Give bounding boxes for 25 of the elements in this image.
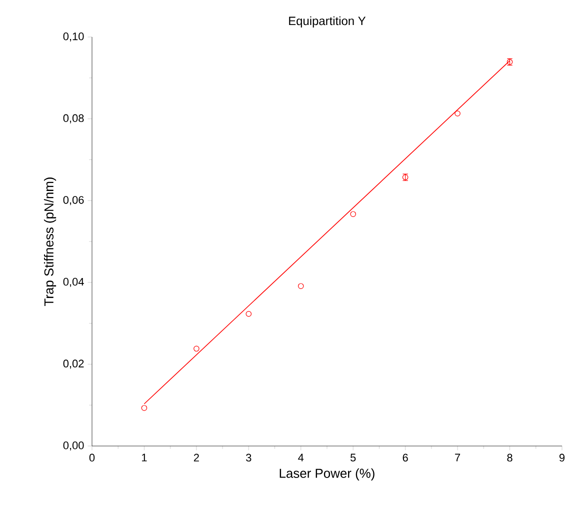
point	[141, 405, 148, 411]
y-tick-label: 0,10	[63, 32, 84, 42]
y-tick-label: 0,00	[63, 441, 84, 451]
x-tick-label: 9	[559, 454, 565, 462]
x-tick-label: 1	[142, 454, 147, 462]
x-tick-label: 3	[246, 454, 252, 462]
x-tick-label: 4	[298, 454, 304, 462]
point	[454, 110, 460, 116]
y-tick-label: 0,08	[63, 114, 84, 124]
x-tick-label: 5	[350, 454, 356, 462]
chart-title: Equipartition Y	[289, 16, 366, 28]
y-tick-label: 0,04	[63, 278, 84, 287]
point	[350, 211, 356, 217]
x-tick-label: 0	[89, 454, 95, 462]
x-tick-label: 8	[507, 454, 512, 462]
x-tick-label: 6	[402, 454, 408, 462]
point	[298, 283, 304, 289]
x-tick-label: 2	[194, 454, 199, 462]
y-tick-label: 0,06	[63, 196, 84, 206]
point	[246, 311, 252, 317]
y-tick-label: 0,02	[63, 360, 84, 369]
y-axis-title: Trap Stiffness (pN/nm)	[44, 178, 56, 306]
point	[194, 346, 200, 352]
x-axis-title: Laser Power (%)	[280, 468, 374, 480]
x-tick-label: 7	[455, 454, 460, 462]
